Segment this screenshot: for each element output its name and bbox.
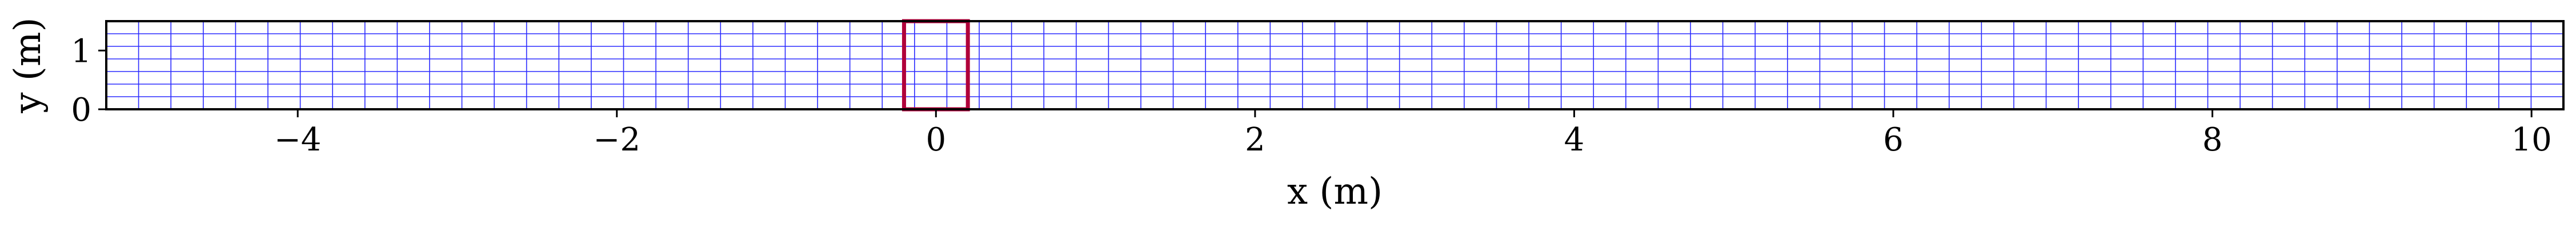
plot-frame	[105, 20, 2565, 110]
x-tick-label: 10	[2511, 121, 2552, 158]
x-axis-label: x (m)	[1287, 170, 1383, 213]
x-tick-label: −4	[274, 121, 322, 158]
x-tick-label: 8	[2202, 121, 2223, 158]
x-tick-label: 4	[1564, 121, 1585, 158]
y-tick-label: 1	[71, 33, 91, 70]
x-tick-label: 2	[1245, 121, 1265, 158]
y-tick-label: 0	[71, 92, 91, 129]
y-axis-label: y (m)	[7, 17, 49, 113]
y-axis-ticks: 01	[71, 33, 106, 129]
mesh-grid	[106, 21, 2564, 110]
highlight-rect	[902, 19, 970, 112]
x-tick-label: 6	[1883, 121, 1904, 158]
x-tick-label: 0	[926, 121, 946, 158]
x-tick-label: −2	[593, 121, 640, 158]
x-axis-ticks: −4 −2 0 2 4 6 8 10	[274, 109, 2552, 158]
highlight-region	[902, 19, 970, 112]
